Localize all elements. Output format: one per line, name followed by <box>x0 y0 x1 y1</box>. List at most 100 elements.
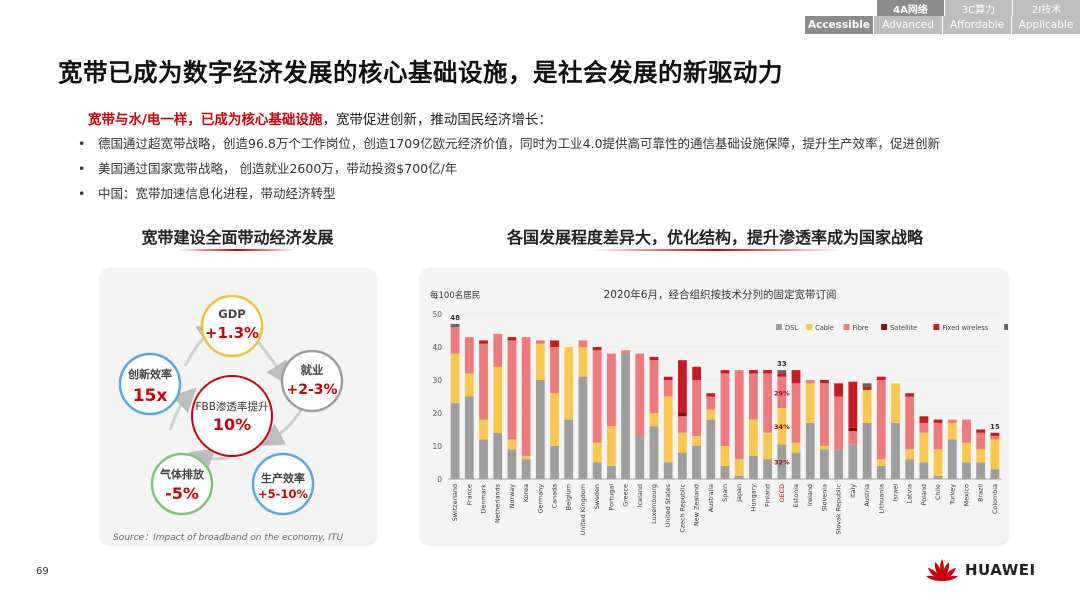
bar-segment-other <box>862 383 872 387</box>
nav-tab-row1[interactable]: 4A网络 <box>876 0 944 16</box>
x-tick-label: OECD <box>778 484 786 503</box>
bar-segment-fibre <box>706 396 716 410</box>
bar-segment-cable <box>791 442 801 453</box>
bar-segment-fixed-wireless <box>592 347 602 351</box>
cycle-diagram: FBB渗透率提升 10% GDP +1.3% 就业 +2-3% 生产效率 +5-… <box>118 294 344 516</box>
node-value-productivity: +5-10% <box>258 487 308 501</box>
bar-segment-dsl <box>621 353 630 479</box>
x-tick-label: Greece <box>622 484 630 507</box>
x-tick-label: Czech Republic <box>678 484 686 533</box>
chart-data-label: 34% <box>774 423 790 431</box>
chart-ylabel: 每100名居民 <box>430 290 480 301</box>
bar-segment-dsl <box>749 455 758 479</box>
bar-segment-fixed-wireless <box>649 356 659 361</box>
bar-segment-cable <box>649 413 659 427</box>
x-tick-label: Slovenia <box>820 484 828 511</box>
bar-segment-cable <box>891 383 900 423</box>
nav-tab-row1[interactable]: 2I技术 <box>1012 0 1080 16</box>
bar-segment-fibre <box>805 380 815 384</box>
bar-segment-fibre <box>763 373 773 433</box>
bar-segment-fibre <box>962 419 971 443</box>
bar-segment-dsl <box>521 459 531 479</box>
bar-segment-fibre <box>749 373 758 420</box>
bar-segment-cable <box>692 436 701 446</box>
bar-segment-dsl <box>564 419 574 479</box>
chart-bars <box>450 323 1000 479</box>
nav-tab-row1[interactable]: 3C算力 <box>944 0 1012 16</box>
cycle-arrow <box>168 387 197 431</box>
bar-segment-cable <box>962 442 971 463</box>
bar-segment-dsl <box>876 465 886 479</box>
bar-segment-fixed-wireless <box>479 340 488 344</box>
bar-segment-dsl <box>635 436 645 479</box>
legend-label: DSL <box>785 324 798 332</box>
bar-segment-fibre <box>947 419 957 423</box>
chart-y-tick-label: 40 <box>432 343 442 352</box>
bar-segment-dsl <box>891 422 900 479</box>
node-label-productivity: 生产效率 <box>261 471 305 485</box>
bar-segment-cable <box>734 459 744 476</box>
nav-tab-row2[interactable]: Applicable <box>1011 16 1080 34</box>
bar-segment-dsl <box>663 462 673 479</box>
bar-segment-fibre <box>876 380 886 460</box>
bar-segment-fixed-wireless <box>550 340 559 347</box>
x-tick-label: Korea <box>522 484 530 502</box>
bar-segment-cable <box>592 442 602 463</box>
x-tick-label: Mexico <box>962 484 970 506</box>
x-tick-label: New Zealand <box>693 484 701 526</box>
x-tick-label: Lithuania <box>877 484 885 514</box>
source-note: Source：Impact of broadband on the econom… <box>113 533 344 543</box>
bar-segment-fixed-wireless <box>763 370 773 374</box>
bar-segment-dsl <box>578 376 588 479</box>
bar-segment-fibre <box>649 360 659 413</box>
bar-segment-fibre <box>791 383 801 443</box>
x-tick-label: Belgium <box>565 484 573 510</box>
brand-name: HUAWEI <box>965 561 1036 579</box>
nav-tab-row2[interactable]: Advanced <box>873 16 942 34</box>
bar-segment-fibre <box>720 373 730 446</box>
bar-segment-fixed-wireless <box>876 376 886 380</box>
bar-segment-dsl <box>777 444 787 479</box>
bar-segment-satellite <box>677 413 687 417</box>
legend-swatch <box>806 324 813 330</box>
bullet-item: 中国：宽带加速信息化进程，带动经济转型 <box>78 184 1028 209</box>
bar-segment-cable <box>749 419 758 456</box>
legend-swatch <box>843 324 850 330</box>
bar-segment-cable <box>521 455 531 460</box>
x-tick-label: France <box>465 484 473 505</box>
broadband-chart: 2020年6月，经合组织按技术分列的固定宽带订阅 每100名居民 DSL Cabl… <box>430 288 1008 535</box>
chart-x-labels: Switzerland France Denmark Netherlands Norwa… <box>451 483 999 535</box>
page-title: 宽带已成为数字经济发展的核心基础设施，是社会发展的新驱动力 <box>58 58 783 87</box>
bar-segment-cable <box>606 426 616 466</box>
node-circle-gdp <box>200 294 264 358</box>
bar-segment-dsl <box>862 422 872 479</box>
x-tick-label: Austria <box>863 484 871 507</box>
bar-segment-cable <box>976 449 986 463</box>
chart-data-label: 29% <box>774 389 790 397</box>
bar-segment-fibre <box>663 380 673 397</box>
bar-segment-dsl <box>763 459 773 479</box>
bar-segment-dsl <box>493 432 503 479</box>
bar-segment-fibre <box>535 340 545 344</box>
nav-tab-row2[interactable]: Accessible <box>804 16 873 34</box>
bar-segment-fibre <box>976 432 986 450</box>
bar-segment-cable <box>578 347 588 377</box>
bar-segment-cable <box>947 422 957 440</box>
bar-segment-fibre <box>621 350 630 354</box>
legend-label: Satellite <box>890 324 917 332</box>
x-tick-label: Brazil <box>977 484 985 502</box>
bar-segment-fibre <box>692 380 701 437</box>
huawei-logo: HUAWEI <box>925 557 1036 583</box>
bar-segment-dsl <box>606 465 616 479</box>
bar-segment-dsl <box>592 462 602 479</box>
bar-segment-fibre <box>578 340 588 347</box>
bullet-list: 德国通过超宽带战略，创造96.8万个工作岗位，创造1709亿欧元经济价值，同时为… <box>78 134 1028 209</box>
bar-segment-cable <box>479 419 488 440</box>
nav-tab-row2[interactable]: Affordable <box>942 16 1011 34</box>
legend-swatch <box>933 324 940 330</box>
bar-segment-dsl <box>919 462 929 479</box>
bar-segment-fibre <box>919 422 929 433</box>
bar-segment-dsl <box>692 446 701 479</box>
bar-segment-fibre <box>933 422 943 450</box>
chart-y-tick-label: 30 <box>432 376 442 385</box>
